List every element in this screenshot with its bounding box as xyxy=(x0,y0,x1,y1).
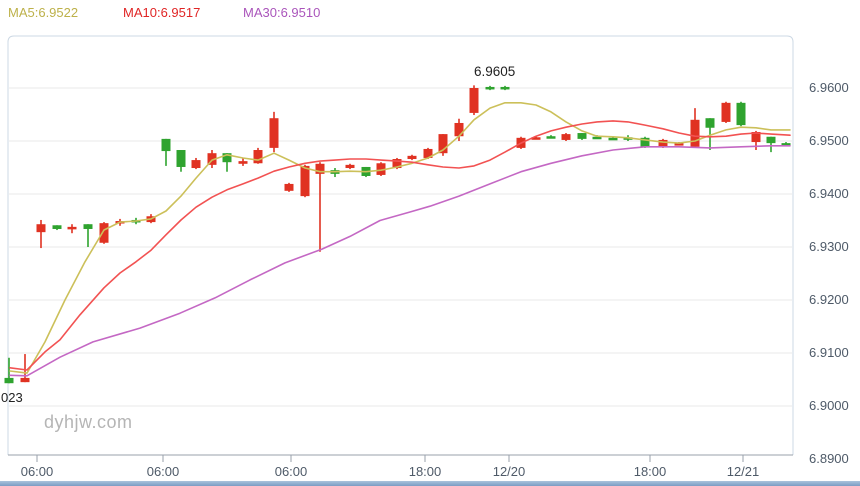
candle-body xyxy=(36,224,46,233)
candle-body xyxy=(485,86,495,90)
candle-body xyxy=(191,160,201,169)
candle-body xyxy=(161,138,171,152)
watermark: dyhjw.com xyxy=(44,412,133,432)
candle-body xyxy=(238,161,248,164)
candle-body xyxy=(531,137,541,140)
y-axis-label: 6.9100 xyxy=(809,345,849,360)
candle-body xyxy=(640,137,650,147)
candle-body xyxy=(207,153,217,165)
x-axis-label: 12/20 xyxy=(492,464,526,479)
candle-body xyxy=(407,155,417,160)
candle-body xyxy=(500,86,510,90)
y-axis-label: 6.9300 xyxy=(809,239,849,254)
candle-body xyxy=(751,131,761,143)
candle-body xyxy=(4,377,14,384)
candle-body xyxy=(766,136,776,144)
horizontal-scrollbar-thumb[interactable] xyxy=(0,481,860,486)
y-axis-label: 6.9000 xyxy=(809,398,849,413)
candle-body xyxy=(269,118,279,148)
ma30-line xyxy=(9,145,791,377)
x-axis-label: 06:00 xyxy=(146,464,180,479)
candle-body xyxy=(705,118,715,128)
candle-body xyxy=(690,119,700,147)
candle-body xyxy=(658,139,668,147)
low-annotation: 023 xyxy=(1,390,23,405)
candle-body xyxy=(67,226,77,230)
ma5-line xyxy=(9,102,791,374)
candle-body xyxy=(561,134,571,140)
y-axis-label: 6.9500 xyxy=(809,133,849,148)
legend-ma30: MA30:6.9510 xyxy=(243,5,321,20)
candle-body xyxy=(99,223,109,243)
x-axis-label: 12/21 xyxy=(726,464,760,479)
x-axis-label: 18:00 xyxy=(408,464,442,479)
candle-body xyxy=(721,102,731,122)
x-axis-label: 06:00 xyxy=(274,464,308,479)
candle-body xyxy=(781,143,791,146)
candle-body xyxy=(592,136,602,140)
candle-body xyxy=(423,148,433,158)
legend-ma5: MA5:6.9522 xyxy=(8,5,79,20)
candle-body xyxy=(284,183,294,191)
plot-border xyxy=(7,35,794,455)
candle-body xyxy=(376,163,386,175)
candle-body xyxy=(392,159,402,169)
candle-body xyxy=(222,153,232,163)
candle-body xyxy=(546,136,556,139)
x-axis-label: 18:00 xyxy=(633,464,667,479)
x-axis-label: 06:00 xyxy=(20,464,54,479)
candle-body xyxy=(315,163,325,174)
candle-body xyxy=(253,150,263,164)
legend-ma10: MA10:6.9517 xyxy=(123,5,201,20)
y-axis-label: 6.9200 xyxy=(809,292,849,307)
candle-body xyxy=(469,88,479,113)
high-annotation: 6.9605 xyxy=(474,64,516,79)
candle-body xyxy=(300,165,310,197)
candle-body xyxy=(20,377,30,383)
candle-body xyxy=(608,137,618,141)
candle-body xyxy=(454,122,464,137)
y-axis-label: 6.9600 xyxy=(809,80,849,95)
y-axis-label: 6.8900 xyxy=(809,451,849,466)
candle-body xyxy=(345,164,355,169)
candle-body xyxy=(176,150,186,167)
y-axis-label: 6.9400 xyxy=(809,186,849,201)
candle-body xyxy=(577,133,587,139)
candle-body xyxy=(438,134,448,154)
candle-body xyxy=(736,102,746,126)
ma10-line xyxy=(9,120,791,371)
candle-body xyxy=(52,225,62,229)
candle-body xyxy=(674,143,684,146)
candle-body xyxy=(83,224,93,229)
